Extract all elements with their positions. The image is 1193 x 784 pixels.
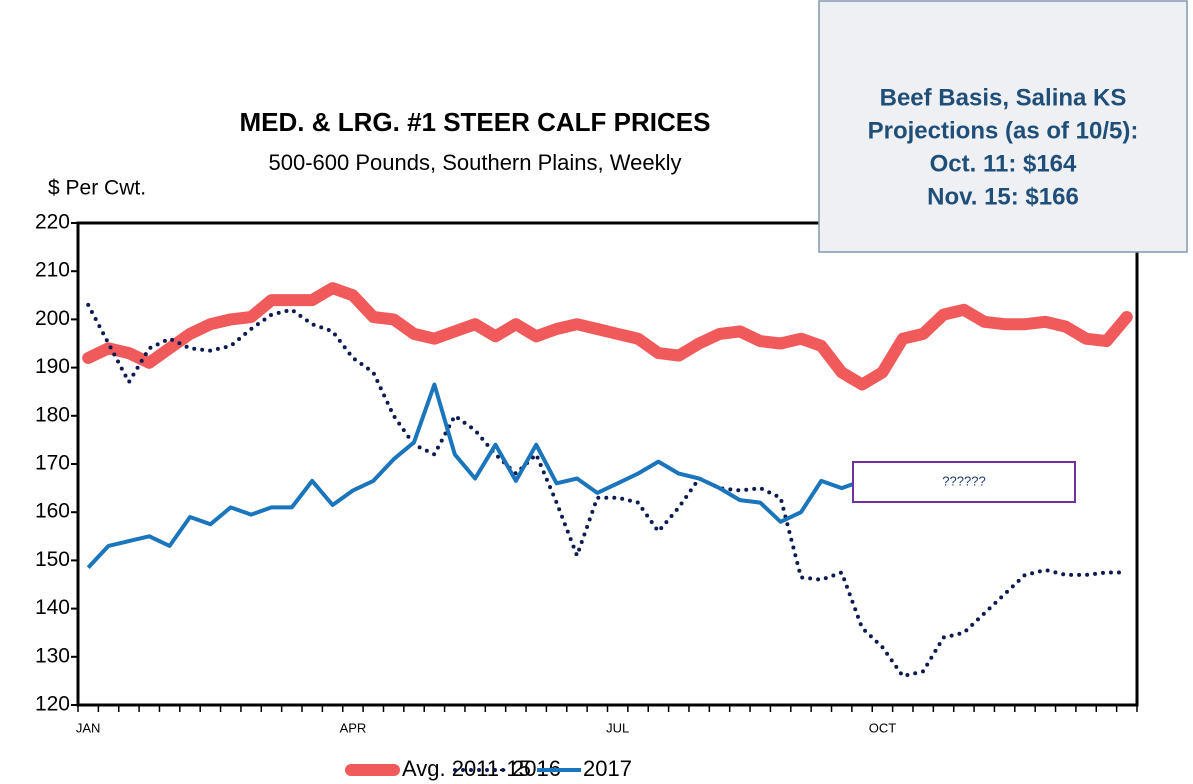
y-tick-label: 120 [35,693,70,716]
y-tick-label: 140 [35,596,70,619]
y-tick-label: 130 [35,644,70,667]
x-tick-label: APR [340,720,367,735]
y-axis-label: $ Per Cwt. [48,177,146,200]
y-tick-label: 150 [35,548,70,571]
y-tick-label: 180 [35,403,70,426]
callout-line: Projections (as of 10/5): [868,117,1139,144]
y-tick-label: 210 [35,259,70,282]
callout-line: Beef Basis, Salina KS [880,84,1127,111]
y-tick-label: 220 [35,211,70,234]
callout-box [818,0,1188,253]
y-tick-label: 170 [35,452,70,475]
chart-title: MED. & LRG. #1 STEER CALF PRICES [240,107,711,137]
annotation-box [852,461,1076,503]
x-tick-label: OCT [869,720,897,735]
x-tick-label: JAN [76,720,101,735]
x-tick-label: JUL [606,720,629,735]
plot-border [76,221,1139,707]
y-tick-label: 160 [35,500,70,523]
chart-subtitle: 500-600 Pounds, Southern Plains, Weekly [269,150,682,175]
series-line [82,282,1133,391]
y-tick-label: 190 [35,355,70,378]
legend-label: 2017 [583,756,632,781]
callout-line: Oct. 11: $164 [930,150,1077,177]
legend-label: Avg. 2011-15 [402,756,531,781]
y-tick-label: 200 [35,307,70,330]
callout-line: Nov. 15: $166 [927,183,1079,210]
annotation: ?????? [942,473,985,488]
series-line [86,382,863,569]
series-line [86,302,1129,679]
